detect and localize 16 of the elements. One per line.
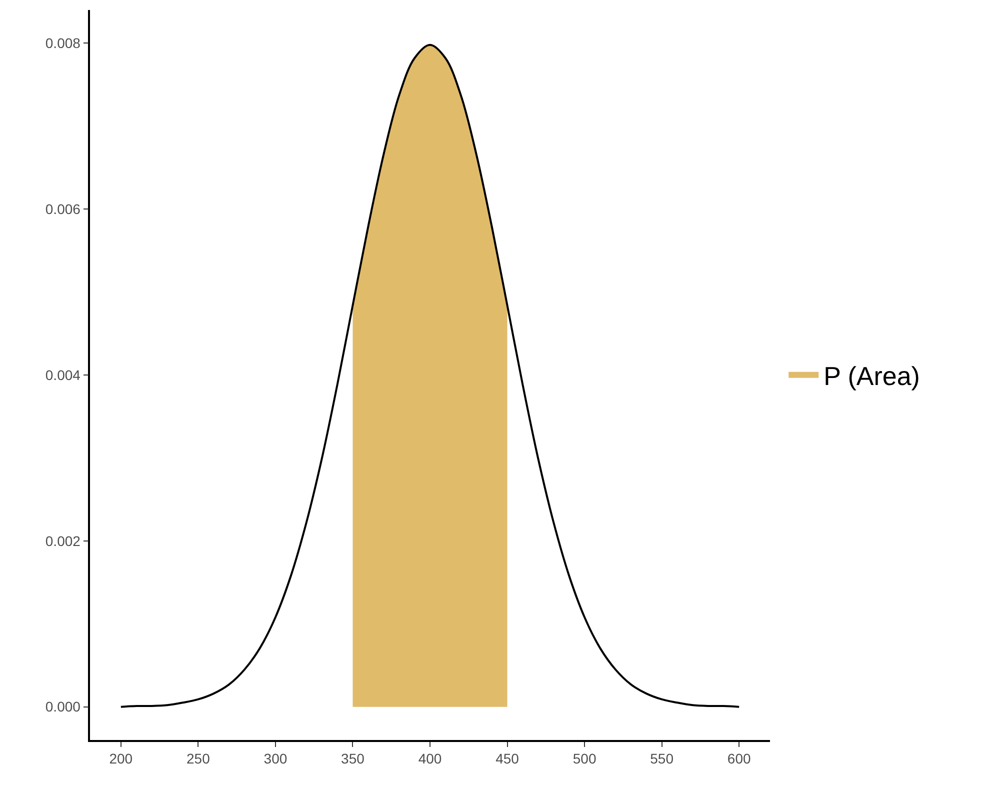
- legend-label: P (Area): [824, 361, 920, 392]
- line-series: [120, 44, 740, 708]
- y-tick-label: 0.004: [45, 366, 81, 383]
- x-tick-label: 450: [496, 750, 520, 767]
- y-tick-label: 0.002: [45, 532, 81, 549]
- x-tick-label: 550: [650, 750, 674, 767]
- x-tick-label: 400: [418, 750, 442, 767]
- x-tick-label: 300: [264, 750, 288, 767]
- x-tick-label: 500: [572, 750, 596, 767]
- x-tick-label: 600: [727, 750, 751, 767]
- y-tick-label: 0.006: [45, 200, 81, 217]
- y-tick-label: 0.000: [45, 698, 81, 715]
- x-tick-label: 200: [109, 750, 133, 767]
- x-tick-label: 350: [341, 750, 365, 767]
- x-tick-label: 250: [186, 750, 210, 767]
- y-tick-label: 0.008: [45, 35, 81, 52]
